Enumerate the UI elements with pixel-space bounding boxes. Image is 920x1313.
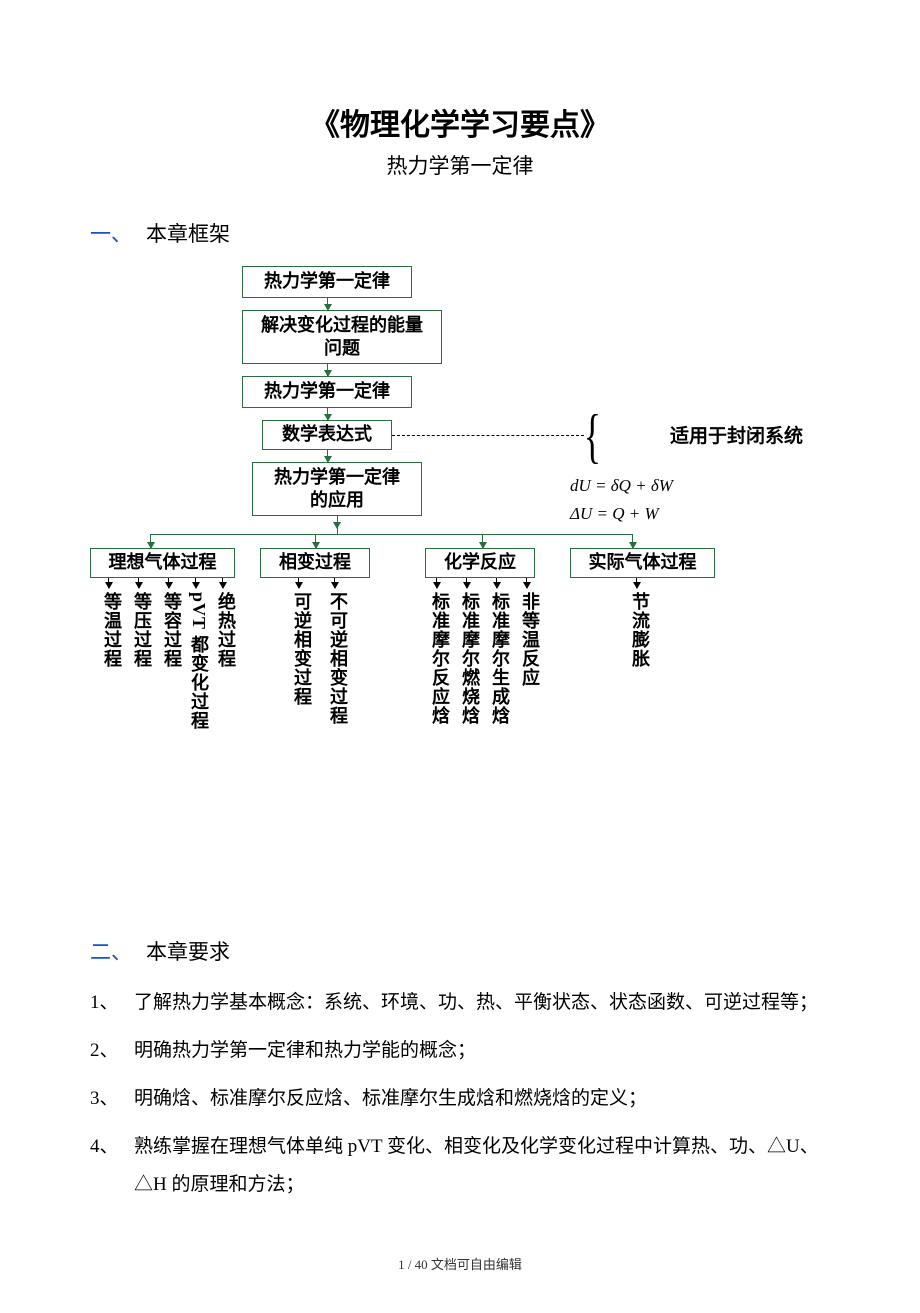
arrow	[327, 364, 328, 376]
flow-box-3: 热力学第一定律	[242, 376, 412, 408]
requirements-list: 1、 了解热力学基本概念：系统、环境、功、热、平衡状态、状态函数、可逆过程等； …	[90, 984, 830, 1204]
vt-isochoric: 等容过程	[158, 592, 185, 668]
section-2-title: 本章要求	[146, 936, 230, 966]
doc-title: 《物理化学学习要点》	[90, 100, 830, 144]
section-2-head: 二、 本章要求	[90, 936, 830, 966]
req-num: 2、	[90, 1032, 134, 1070]
leaf-real-gas: 实际气体过程	[570, 548, 715, 578]
vt-joule-thomson: 节流膨胀	[626, 592, 653, 668]
leaf-phase: 相变过程	[260, 548, 370, 578]
vt-std-form-h: 标准摩尔生成焓	[486, 592, 513, 725]
flow-box-4: 数学表达式	[262, 420, 392, 450]
req-text: 熟练掌握在理想气体单纯 pVT 变化、相变化及化学变化过程中计算热、功、△U、△…	[134, 1128, 830, 1204]
doc-subtitle: 热力学第一定律	[90, 150, 830, 180]
arrow	[315, 534, 316, 548]
req-item: 2、 明确热力学第一定律和热力学能的概念；	[90, 1032, 830, 1070]
page-footer: 1 / 40 文档可自由编辑	[90, 1254, 830, 1273]
vt-pvt: pVT 都变化过程	[185, 592, 212, 730]
formula-du: dU = δQ + δW	[570, 476, 673, 496]
vt-isothermal: 等温过程	[98, 592, 125, 668]
brace-icon: {	[584, 406, 601, 466]
section-2-num: 二、	[90, 936, 132, 966]
closed-system-label: 适用于封闭系统	[670, 421, 803, 448]
leaf-ideal-gas: 理想气体过程	[90, 548, 235, 578]
req-num: 4、	[90, 1128, 134, 1204]
leaf-chem: 化学反应	[425, 548, 535, 578]
vt-adiabatic: 绝热过程	[212, 592, 239, 668]
arrow	[327, 298, 328, 310]
vt-isobaric: 等压过程	[128, 592, 155, 668]
section-1-num: 一、	[90, 218, 132, 248]
vt-std-comb-h: 标准摩尔燃烧焓	[456, 592, 483, 725]
arrow	[482, 534, 483, 548]
req-item: 1、 了解热力学基本概念：系统、环境、功、热、平衡状态、状态函数、可逆过程等；	[90, 984, 830, 1022]
vt-std-rxn-h: 标准摩尔反应焓	[426, 592, 453, 725]
req-text: 明确热力学第一定律和热力学能的概念；	[134, 1032, 830, 1070]
vt-rev-phase: 可逆相变过程	[288, 592, 315, 706]
arrow	[150, 534, 151, 548]
flow-box-2: 解决变化过程的能量 问题	[242, 310, 442, 364]
req-num: 3、	[90, 1080, 134, 1118]
flow-box-5: 热力学第一定律 的应用	[252, 462, 422, 516]
req-num: 1、	[90, 984, 134, 1022]
flow-box-1: 热力学第一定律	[242, 266, 412, 298]
req-text: 明确焓、标准摩尔反应焓、标准摩尔生成焓和燃烧焓的定义；	[134, 1080, 830, 1118]
req-item: 3、 明确焓、标准摩尔反应焓、标准摩尔生成焓和燃烧焓的定义；	[90, 1080, 830, 1118]
vt-irrev-phase: 不可逆相变过程	[324, 592, 351, 725]
arrow	[327, 450, 328, 462]
req-text: 了解热力学基本概念：系统、环境、功、热、平衡状态、状态函数、可逆过程等；	[134, 984, 830, 1022]
flowchart: 热力学第一定律 解决变化过程的能量 问题 热力学第一定律 数学表达式 热力学第一…	[90, 266, 830, 776]
arrow	[327, 408, 328, 420]
h-connector	[150, 534, 632, 535]
formula-deltau: ΔU = Q + W	[570, 504, 659, 524]
arrow	[632, 534, 633, 548]
dash-connector	[392, 435, 584, 436]
section-1-title: 本章框架	[146, 218, 230, 248]
req-item: 4、 熟练掌握在理想气体单纯 pVT 变化、相变化及化学变化过程中计算热、功、△…	[90, 1128, 830, 1204]
section-1-head: 一、 本章框架	[90, 218, 830, 248]
vt-noniso-rxn: 非等温反应	[516, 592, 543, 687]
